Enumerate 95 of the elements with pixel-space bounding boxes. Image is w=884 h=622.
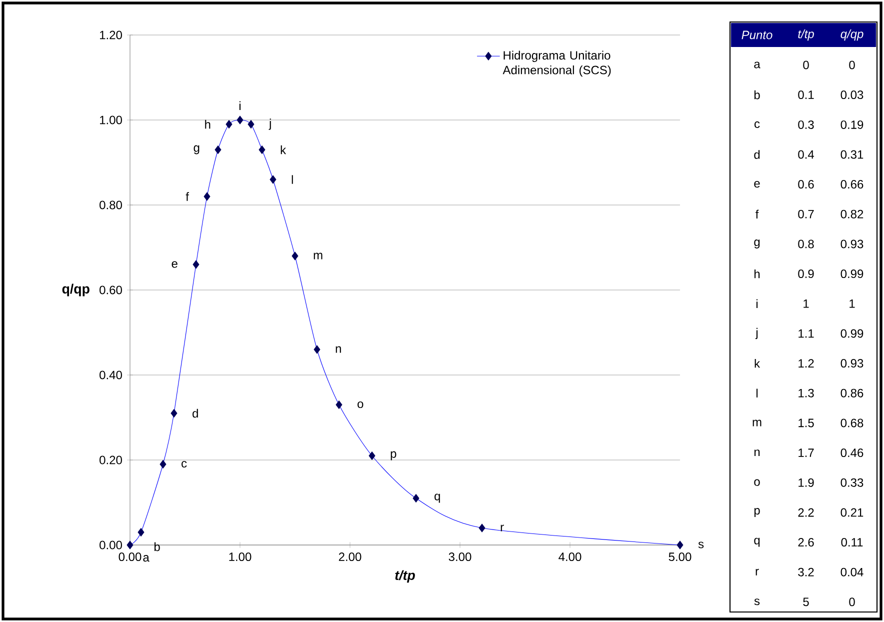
text: Punto [742,30,772,40]
legend-label: Hidrograma Unitario Adimensional (SCS) [502,50,611,77]
category-label: o [754,479,760,486]
category-label: c [754,121,760,128]
data-label: 0.99 [840,270,864,278]
annotation: d [192,408,198,418]
annotation: f [186,192,189,201]
category-label: j [755,328,758,340]
data-label: 0.7 [798,210,814,218]
y-tick-label: 1.00 [100,116,122,124]
annotation: q [434,494,440,503]
annotation: m [314,252,322,260]
y-tick-label: 0.00 [100,540,122,550]
category-label: p [754,508,760,517]
category-label: r [756,568,759,576]
data-label: 0.86 [840,388,864,398]
category-label: e [754,181,760,188]
annotation: p [390,451,396,460]
data-label: 0 [849,598,855,606]
x-tick-label: 1.00 [229,552,252,562]
data-label: 0 [849,60,855,70]
data-label: 3.2 [798,568,814,576]
data-label: 1 [804,299,809,308]
data-label: 0.46 [840,448,864,458]
data-label: 0.11 [841,538,863,547]
x-tick-label: 5.00 [668,552,692,562]
category-label: q [754,538,760,547]
data-label: 0.03 [840,90,864,100]
data-label: 0 [803,60,809,70]
y-tick-label: 0.20 [100,456,122,464]
data-label: 1.5 [798,418,814,428]
y-tick-label: 0.60 [100,286,122,294]
category-label: h [754,269,760,278]
data-label: 0.33 [840,478,864,487]
category-label: n [754,450,760,456]
category-label: l [756,388,758,398]
category-label: i [756,299,758,308]
category-label: s [754,598,760,606]
x-tick-label: 0.00 [118,552,142,562]
data-label: 0.6 [798,180,814,189]
data-label: 0.66 [840,180,864,189]
text: q/qp [840,29,864,41]
data-label: 1.7 [798,448,814,457]
category-label: g [754,240,760,248]
annotation: s [698,542,704,548]
data-label: 0.93 [840,240,864,248]
category-label: b [754,90,760,100]
annotation: j [268,118,271,130]
annotation: l [292,175,293,184]
annotation: a [143,555,150,562]
annotation: b [154,542,160,552]
category-label: m [752,420,762,426]
annotation: i [239,101,241,110]
data-label: 0.9 [798,270,814,278]
annotation: r [500,524,504,532]
x-tick-label: 2.00 [338,552,362,562]
category-label: k [754,358,760,368]
data-label: 0.99 [840,329,864,338]
y-tick-label: 0.40 [100,370,122,380]
data-label: 0.21 [840,508,864,517]
text: t/tp [798,29,814,41]
y-axis-title: q/qp [62,284,90,296]
category-label: f [756,210,759,218]
data-label: 0.3 [798,120,814,129]
data-label: 0.82 [840,210,864,218]
data-label: 0.8 [798,240,814,248]
annotation: e [172,261,178,268]
y-tick-label: 0.80 [100,200,122,210]
data-label: 1.3 [798,388,814,398]
data-label: 1.2 [798,359,814,368]
data-label: 1 [850,299,855,308]
x-tick-label: 4.00 [558,552,582,562]
annotation: g [194,145,200,154]
data-label: 0.19 [840,120,864,129]
data-label: 0.4 [798,150,814,159]
data-label: 0.93 [840,359,864,368]
y-tick-label: 1.20 [100,30,122,40]
data-label: 0.1 [798,90,814,100]
data-label: 1.1 [798,329,814,338]
annotation: c [182,460,187,468]
data-label: 0.04 [840,568,864,576]
category-label: a [754,62,760,68]
data-label: 1.9 [798,478,814,487]
data-label: 2.6 [798,538,814,547]
category-label: d [754,150,760,159]
annotation: k [280,145,286,154]
data-label: 0.31 [840,150,864,159]
x-tick-label: 3.00 [448,552,472,562]
annotation: n [336,346,341,353]
data-label: 5 [803,598,809,606]
x-axis-title: t/tp [395,570,415,583]
annotation: o [358,401,364,408]
data-label: 0.68 [840,418,864,428]
data-label: 2.2 [798,508,814,517]
annotation: h [205,120,210,129]
